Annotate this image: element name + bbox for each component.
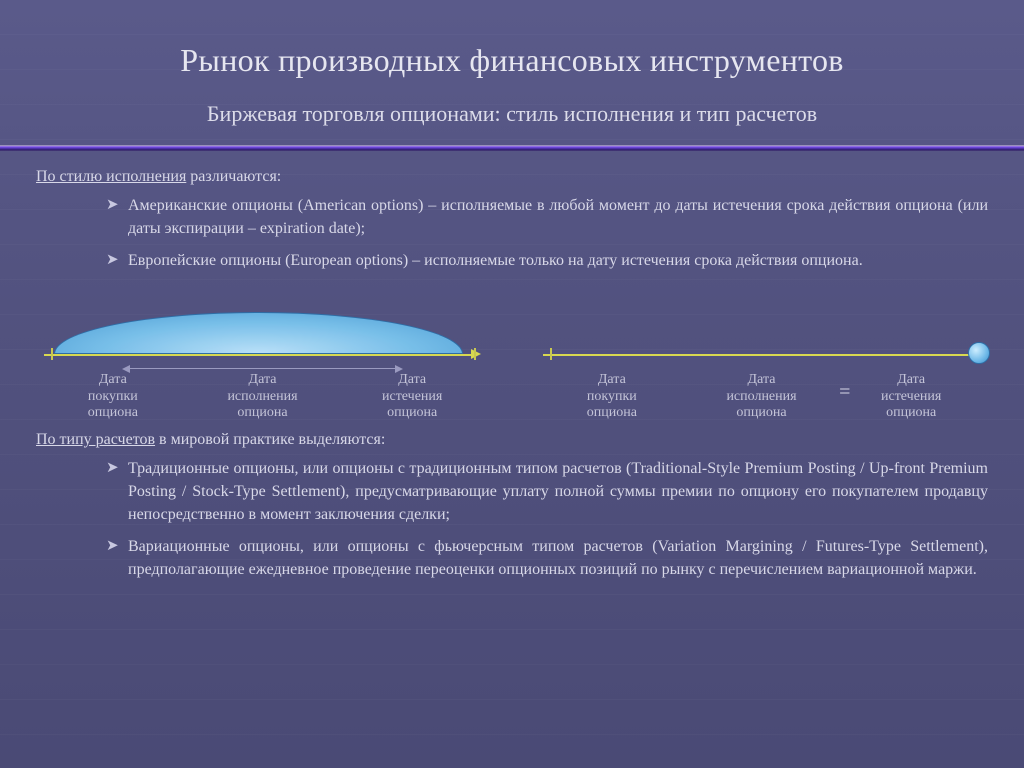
- bullet-text: Американские опционы (American options) …: [128, 194, 988, 240]
- bullet-marker-icon: ➤: [106, 194, 128, 240]
- bullet-item: ➤ Американские опционы (American options…: [106, 194, 988, 240]
- bullet-item: ➤ Традиционные опционы, или опционы с тр…: [106, 457, 988, 527]
- slide-subtitle: Биржевая торговля опционами: стиль испол…: [0, 101, 1024, 127]
- diagram-label: Датаистеченияопциона: [836, 372, 986, 422]
- timeline-line: [44, 354, 471, 356]
- section1-lead-rest: различаются:: [186, 168, 281, 185]
- slide-body: По стилю исполнения различаются: ➤ Амери…: [0, 151, 1024, 581]
- diagram-american: Датапокупкиопциона Датаисполненияопциона…: [38, 282, 487, 422]
- american-exercise-arc: [54, 312, 463, 354]
- tick: [51, 348, 53, 360]
- american-range-marker: [128, 368, 397, 369]
- slide: Рынок производных финансовых инструменто…: [0, 0, 1024, 768]
- section1-lead-underlined: По стилю исполнения: [36, 168, 186, 185]
- tick: [474, 348, 476, 360]
- bullet-marker-icon: ➤: [106, 535, 128, 581]
- section2-bullets: ➤ Традиционные опционы, или опционы с тр…: [106, 457, 988, 581]
- diagram-label: Датапокупкиопциона: [38, 372, 188, 422]
- bullet-marker-icon: ➤: [106, 457, 128, 527]
- bullet-item: ➤ Вариационные опционы, или опционы с фь…: [106, 535, 988, 581]
- bullet-text: Европейские опционы (European options) –…: [128, 249, 988, 272]
- diagram-label: Датаисполненияопциона: [188, 372, 338, 422]
- section2-lead: По типу расчетов в мировой практике выде…: [36, 428, 988, 451]
- diagram-european: Датапокупкиопциона Датаисполненияопциона…: [537, 282, 986, 422]
- diagram-row: Датапокупкиопциона Датаисполненияопциона…: [36, 282, 988, 422]
- american-labels: Датапокупкиопциона Датаисполненияопциона…: [38, 372, 487, 422]
- section1-bullets: ➤ Американские опционы (American options…: [106, 194, 988, 272]
- bullet-text: Вариационные опционы, или опционы с фьюч…: [128, 535, 988, 581]
- diagram-label: Датаисполненияопциона: [687, 372, 837, 422]
- european-labels: Датапокупкиопциона Датаисполненияопциона…: [537, 372, 986, 422]
- diagram-label: Датапокупкиопциона: [537, 372, 687, 422]
- section2-lead-rest: в мировой практике выделяются:: [155, 431, 385, 448]
- section1-lead: По стилю исполнения различаются:: [36, 165, 988, 188]
- section2-lead-underlined: По типу расчетов: [36, 431, 155, 448]
- timeline-line: [543, 354, 970, 356]
- tick: [550, 348, 552, 360]
- european-exercise-dot: [968, 342, 990, 364]
- timeline-arrowhead-icon: [471, 349, 481, 359]
- bullet-marker-icon: ➤: [106, 249, 128, 272]
- bullet-text: Традиционные опционы, или опционы с трад…: [128, 457, 988, 527]
- section2: По типу расчетов в мировой практике выде…: [36, 428, 988, 581]
- slide-title: Рынок производных финансовых инструменто…: [0, 0, 1024, 79]
- diagram-label: Датаистеченияопциона: [337, 372, 487, 422]
- bullet-item: ➤ Европейские опционы (European options)…: [106, 249, 988, 272]
